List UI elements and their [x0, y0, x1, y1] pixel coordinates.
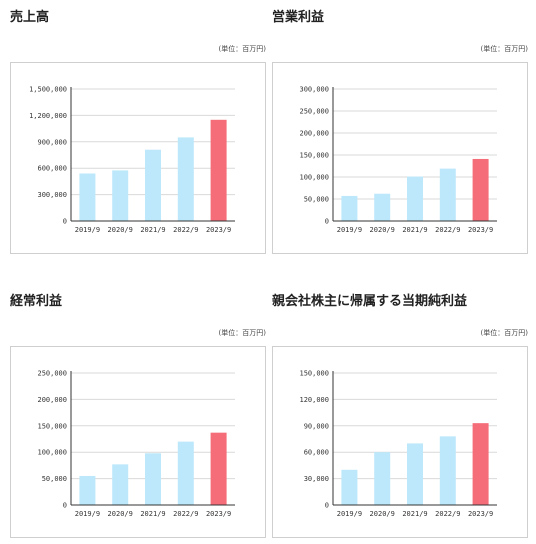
- y-tick-label: 250,000: [299, 108, 329, 116]
- bar: [407, 176, 423, 221]
- y-tick-label: 120,000: [299, 396, 329, 404]
- bar: [79, 475, 96, 505]
- x-tick-label: 2019/9: [75, 510, 100, 518]
- chart-box: 0 300,000 600,000 900,000 1,200,000 1,500,000…: [10, 62, 266, 254]
- y-tick-label: 30,000: [304, 475, 329, 483]
- bar: [341, 469, 358, 505]
- bar-chart: 0 50,000 100,000 150,000 200,000 250,000 300,0…: [299, 86, 497, 234]
- y-tick-label: 100,000: [37, 449, 67, 457]
- x-tick-label: 2023/9: [206, 510, 231, 518]
- unit-label: (単位：百万円): [218, 329, 266, 337]
- panel-net-sales: 売上高 (単位：百万円) 0 300,000 600,000 900,000 1,200…: [10, 6, 266, 254]
- y-tick-label: 150,000: [37, 422, 67, 430]
- bar: [112, 170, 129, 221]
- y-tick-label: 0: [325, 218, 329, 226]
- y-tick-label: 50,000: [42, 475, 67, 483]
- y-tick-label: 200,000: [37, 396, 67, 404]
- panel-operating-income: 営業利益 (単位：百万円) 0 50,000 100,000 150,000 200,0…: [272, 6, 528, 254]
- chart-box: 0 30,000 60,000 90,000 120,000 150,000 2019/9 2…: [272, 346, 528, 538]
- y-tick-label: 0: [325, 502, 329, 510]
- x-tick-label: 2023/9: [468, 510, 493, 518]
- x-tick-label: 2022/9: [173, 510, 198, 518]
- bar: [374, 193, 391, 221]
- x-tick-label: 2021/9: [140, 226, 165, 234]
- unit-label: (単位：百万円): [218, 45, 266, 53]
- x-tick-label: 2023/9: [206, 226, 231, 234]
- bar: [341, 195, 358, 221]
- x-tick-label: 2019/9: [337, 226, 362, 234]
- x-tick-label: 2019/9: [337, 510, 362, 518]
- y-tick-label: 300,000: [37, 191, 67, 199]
- chart-box: 0 50,000 100,000 150,000 200,000 250,000 300,0…: [272, 62, 528, 254]
- y-tick-label: 150,000: [299, 152, 329, 160]
- unit-label: (単位：百万円): [480, 329, 528, 337]
- bar: [472, 423, 489, 505]
- bar-chart: 0 30,000 60,000 90,000 120,000 150,000 2019/9 2…: [299, 370, 497, 518]
- y-tick-label: 90,000: [304, 422, 329, 430]
- y-tick-label: 0: [63, 502, 67, 510]
- y-tick-label: 150,000: [299, 370, 329, 378]
- x-tick-label: 2022/9: [173, 226, 198, 234]
- x-tick-label: 2019/9: [75, 226, 100, 234]
- x-tick-label: 2020/9: [370, 226, 395, 234]
- bar: [145, 149, 161, 221]
- y-tick-label: 0: [63, 218, 67, 226]
- bar: [210, 119, 227, 221]
- y-tick-label: 60,000: [304, 449, 329, 457]
- x-tick-label: 2023/9: [468, 226, 493, 234]
- bar: [177, 441, 194, 505]
- y-tick-label: 200,000: [299, 130, 329, 138]
- chart-title: 営業利益: [272, 10, 325, 25]
- bar: [145, 453, 161, 505]
- y-tick-label: 50,000: [304, 196, 329, 204]
- x-tick-label: 2020/9: [370, 510, 395, 518]
- x-tick-label: 2021/9: [402, 510, 427, 518]
- x-tick-label: 2021/9: [402, 226, 427, 234]
- chart-title: 親会社株主に帰属する当期純利益: [272, 294, 468, 309]
- x-tick-label: 2022/9: [435, 226, 460, 234]
- y-tick-label: 250,000: [37, 370, 67, 378]
- panel-net-income: 親会社株主に帰属する当期純利益 (単位：百万円) 0 30,000 60,000 90…: [272, 290, 528, 540]
- chart-box: 0 50,000 100,000 150,000 200,000 250,000 2019/…: [10, 346, 266, 538]
- bar: [439, 168, 456, 221]
- y-tick-label: 600,000: [37, 165, 67, 173]
- x-tick-label: 2022/9: [435, 510, 460, 518]
- x-tick-label: 2020/9: [108, 510, 133, 518]
- chart-title: 売上高: [10, 10, 50, 25]
- bar: [79, 173, 96, 221]
- bar: [210, 432, 227, 505]
- y-tick-label: 300,000: [299, 86, 329, 94]
- bar: [439, 436, 456, 505]
- unit-label: (単位：百万円): [480, 45, 528, 53]
- bar: [407, 443, 423, 505]
- bar-chart: 0 50,000 100,000 150,000 200,000 250,000 2019/…: [37, 370, 235, 518]
- bar: [472, 158, 489, 221]
- bar: [177, 137, 194, 221]
- y-tick-label: 100,000: [299, 174, 329, 182]
- x-tick-label: 2021/9: [140, 510, 165, 518]
- bar: [374, 452, 391, 505]
- panel-ordinary-income: 経常利益 (単位：百万円) 0 50,000 100,000 150,000 200,0…: [10, 290, 266, 540]
- chart-title: 経常利益: [10, 294, 63, 309]
- x-tick-label: 2020/9: [108, 226, 133, 234]
- bar-chart: 0 300,000 600,000 900,000 1,200,000 1,500,000…: [29, 86, 235, 234]
- y-tick-label: 900,000: [37, 138, 67, 146]
- bar: [112, 464, 129, 505]
- y-tick-label: 1,500,000: [29, 86, 67, 94]
- y-tick-label: 1,200,000: [29, 112, 67, 120]
